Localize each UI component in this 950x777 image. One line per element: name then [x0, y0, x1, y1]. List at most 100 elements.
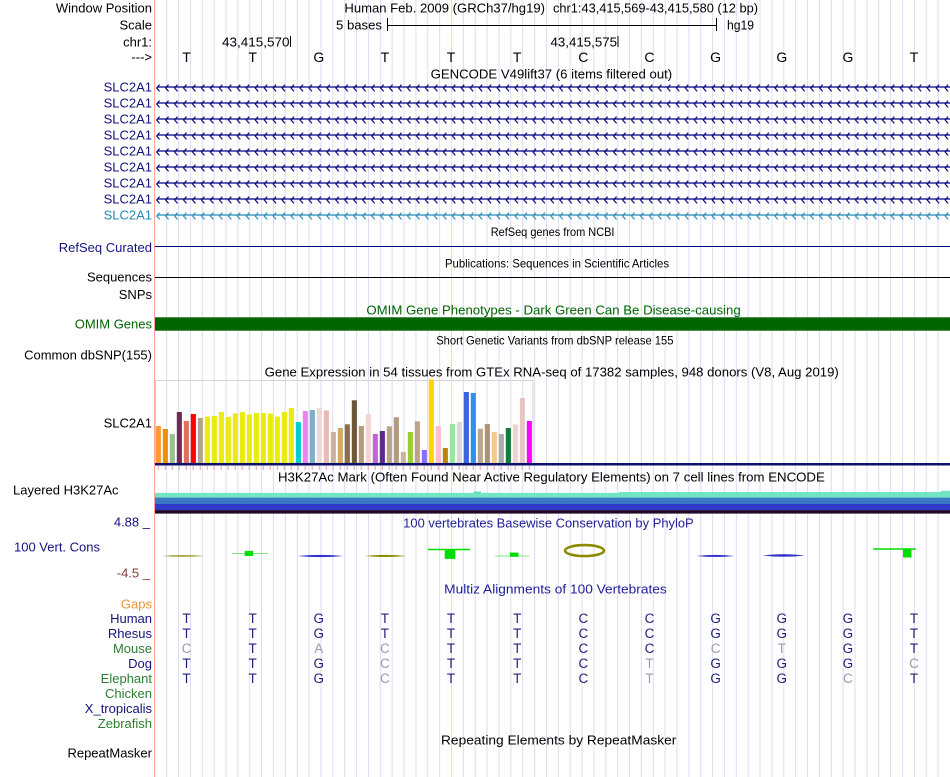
- svg-text:G: G: [314, 656, 325, 671]
- svg-text:T: T: [778, 641, 786, 656]
- svg-text:G: G: [843, 641, 854, 656]
- svg-text:C: C: [380, 671, 390, 686]
- svg-text:T: T: [910, 49, 919, 65]
- svg-text:Dog: Dog: [128, 656, 152, 671]
- svg-text:G: G: [843, 656, 854, 671]
- svg-text:G: G: [313, 49, 324, 65]
- svg-text:G: G: [314, 671, 325, 686]
- svg-text:Human Feb. 2009 (GRCh37/hg19): Human Feb. 2009 (GRCh37/hg19): [344, 1, 545, 16]
- svg-text:T: T: [447, 611, 455, 626]
- svg-text:G: G: [776, 49, 787, 65]
- svg-text:G: G: [710, 671, 721, 686]
- svg-text:T: T: [645, 671, 653, 686]
- svg-text:G: G: [710, 626, 721, 641]
- svg-text:G: G: [777, 611, 788, 626]
- svg-text:5 bases: 5 bases: [336, 18, 382, 33]
- svg-text:SLC2A1: SLC2A1: [104, 192, 152, 207]
- svg-text:G: G: [843, 611, 854, 626]
- svg-text:C: C: [578, 49, 588, 65]
- svg-text:C: C: [578, 656, 588, 671]
- svg-text:T: T: [182, 49, 191, 65]
- svg-text:X_tropicalis: X_tropicalis: [85, 701, 153, 716]
- svg-text:43,415,570: 43,415,570: [222, 35, 290, 50]
- svg-text:GENCODE V49lift37 (6 items fil: GENCODE V49lift37 (6 items filtered out): [431, 67, 673, 82]
- svg-text:A: A: [314, 641, 323, 656]
- svg-text:-4.5 _: -4.5 _: [117, 566, 151, 581]
- svg-text:T: T: [447, 49, 456, 65]
- svg-text:T: T: [381, 626, 389, 641]
- svg-text:T: T: [249, 656, 257, 671]
- svg-text:C: C: [645, 641, 655, 656]
- svg-text:G: G: [314, 626, 325, 641]
- svg-text:G: G: [777, 626, 788, 641]
- svg-text:SLC2A1: SLC2A1: [104, 80, 152, 95]
- svg-text:T: T: [447, 626, 455, 641]
- svg-text:C: C: [645, 626, 655, 641]
- svg-text:C: C: [380, 656, 390, 671]
- svg-text:Mouse: Mouse: [113, 641, 152, 656]
- svg-text:43,415,575: 43,415,575: [551, 35, 618, 50]
- svg-text:T: T: [910, 611, 918, 626]
- svg-text:T: T: [182, 656, 190, 671]
- svg-text:RefSeq genes from NCBI: RefSeq genes from NCBI: [491, 226, 615, 239]
- svg-text:SLC2A1: SLC2A1: [104, 112, 152, 127]
- svg-text:SLC2A1: SLC2A1: [104, 160, 152, 175]
- svg-text:T: T: [381, 49, 390, 65]
- svg-text:C: C: [578, 671, 588, 686]
- svg-text:G: G: [710, 611, 721, 626]
- svg-text:Sequences: Sequences: [87, 270, 153, 285]
- svg-text:T: T: [910, 641, 918, 656]
- svg-text:--->: --->: [131, 50, 152, 65]
- svg-text:C: C: [578, 626, 588, 641]
- svg-text:SLC2A1: SLC2A1: [104, 128, 152, 143]
- svg-text:Human: Human: [110, 611, 152, 626]
- svg-text:Multiz Alignments of 100 Verte: Multiz Alignments of 100 Vertebrates: [444, 583, 667, 597]
- svg-text:T: T: [645, 656, 653, 671]
- svg-text:Window Position: Window Position: [56, 1, 152, 16]
- svg-text:Common dbSNP(155): Common dbSNP(155): [24, 348, 152, 363]
- svg-text:100 Vert. Cons: 100 Vert. Cons: [14, 540, 100, 555]
- svg-text:T: T: [249, 611, 257, 626]
- svg-text:SLC2A1: SLC2A1: [104, 208, 152, 223]
- svg-text:T: T: [249, 671, 257, 686]
- svg-text:T: T: [182, 611, 190, 626]
- svg-text:T: T: [447, 641, 455, 656]
- svg-text:OMIM Gene Phenotypes - Dark Gr: OMIM Gene Phenotypes - Dark Green Can Be…: [366, 303, 740, 318]
- svg-text:4.88 _: 4.88 _: [114, 515, 151, 530]
- svg-text:G: G: [710, 656, 721, 671]
- svg-text:G: G: [314, 611, 325, 626]
- svg-text:Scale: Scale: [119, 18, 152, 33]
- svg-text:T: T: [910, 626, 918, 641]
- svg-text:T: T: [249, 641, 257, 656]
- svg-text:G: G: [710, 49, 721, 65]
- svg-text:T: T: [513, 656, 521, 671]
- svg-text:Zebrafish: Zebrafish: [98, 716, 152, 731]
- svg-text:T: T: [513, 626, 521, 641]
- svg-text:C: C: [578, 611, 588, 626]
- svg-text:G: G: [843, 626, 854, 641]
- svg-text:T: T: [513, 49, 522, 65]
- svg-text:T: T: [248, 49, 257, 65]
- svg-text:G: G: [777, 671, 788, 686]
- svg-text:Rhesus: Rhesus: [108, 626, 153, 641]
- svg-text:RefSeq Curated: RefSeq Curated: [59, 240, 152, 255]
- svg-text:G: G: [777, 656, 788, 671]
- svg-text:SNPs: SNPs: [119, 287, 153, 302]
- svg-text:C: C: [644, 49, 654, 65]
- svg-text:100 vertebrates Basewise Conse: 100 vertebrates Basewise Conservation by…: [403, 517, 694, 531]
- svg-text:hg19: hg19: [727, 18, 754, 33]
- svg-text:T: T: [513, 641, 521, 656]
- svg-text:Gene Expression in 54 tissues: Gene Expression in 54 tissues from GTEx …: [265, 366, 839, 380]
- svg-text:chr1:: chr1:: [123, 35, 152, 50]
- svg-text:H3K27Ac Mark (Often Found Near: H3K27Ac Mark (Often Found Near Active Re…: [278, 471, 825, 485]
- svg-text:Publications: Sequences in Sci: Publications: Sequences in Scientific Ar…: [445, 258, 669, 271]
- svg-text:T: T: [513, 611, 521, 626]
- svg-text:Short Genetic Variants from db: Short Genetic Variants from dbSNP releas…: [436, 335, 674, 348]
- svg-text:C: C: [909, 656, 919, 671]
- svg-text:Repeating Elements by RepeatMa: Repeating Elements by RepeatMasker: [441, 733, 677, 748]
- svg-text:C: C: [843, 671, 853, 686]
- svg-text:C: C: [380, 641, 390, 656]
- svg-text:Layered H3K27Ac: Layered H3K27Ac: [13, 483, 119, 498]
- svg-text:T: T: [447, 656, 455, 671]
- svg-text:C: C: [645, 611, 655, 626]
